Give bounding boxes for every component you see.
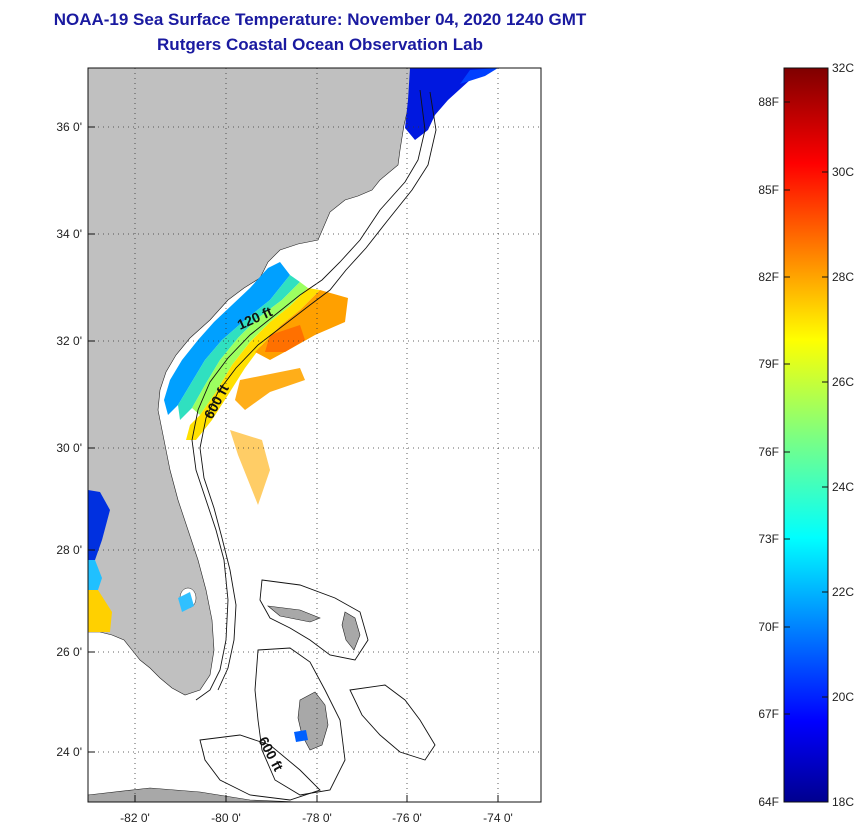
sst-florida-west-cyan	[88, 560, 102, 590]
land-cuba	[88, 787, 301, 802]
map-subtitle: Rutgers Coastal Ocean Observation Lab	[157, 35, 483, 54]
sst-carolina-nearshore	[164, 262, 290, 415]
colorbar-f-79: 79F	[758, 357, 779, 371]
lon-label-76: -76 0'	[392, 811, 422, 825]
sst-chesapeake-cold	[405, 68, 498, 140]
colorbar-f-70: 70F	[758, 620, 779, 634]
colorbar-f-73: 73F	[758, 532, 779, 546]
colorbar-f-76: 76F	[758, 445, 779, 459]
colorbar-f-88: 88F	[758, 95, 779, 109]
sst-carolina-mid	[178, 275, 300, 420]
colorbar-f-67: 67F	[758, 707, 779, 721]
bathymetry-contours	[191, 89, 437, 801]
colorbar-f-85: 85F	[758, 183, 779, 197]
colorbar-c-18: 18C	[832, 795, 854, 809]
lat-label-28: 28 0'	[56, 543, 82, 557]
lon-label-80: -80 0'	[211, 811, 241, 825]
land-us-mainland	[88, 68, 415, 696]
contour-bahamas-3	[349, 684, 436, 761]
contour-120ft	[191, 89, 426, 701]
sst-data-layer	[88, 68, 498, 742]
lat-label-30: 30 0'	[56, 441, 82, 455]
map-gridlines	[88, 68, 541, 802]
colorbar-f-82: 82F	[758, 270, 779, 284]
lat-label-32: 32 0'	[56, 334, 82, 348]
sst-offshore-scatter	[230, 430, 270, 505]
sst-bahamas-blue	[294, 730, 308, 742]
sst-florida-west-blue	[88, 490, 110, 560]
colorbar-c-24: 24C	[832, 480, 854, 494]
colorbar-c-28: 28C	[832, 270, 854, 284]
sst-offshore-patch	[235, 368, 305, 410]
colorbar-c-20: 20C	[832, 690, 854, 704]
land-bahamas-abaco	[341, 611, 361, 651]
colorbar-f-64: 64F	[758, 795, 779, 809]
contour-bahamas-4	[199, 734, 321, 801]
lat-label-24: 24 0'	[56, 745, 82, 759]
map-frame	[87, 67, 542, 803]
colorbar-c-32: 32C	[832, 61, 854, 75]
lat-label-36: 36 0'	[56, 120, 82, 134]
sst-shelf-green	[192, 282, 308, 415]
contour-bahamas-2	[254, 647, 346, 796]
sst-gulfstream-core	[265, 325, 305, 352]
map-title: NOAA-19 Sea Surface Temperature: Novembe…	[53, 10, 587, 29]
sst-chesapeake-edge	[460, 68, 498, 84]
sst-shelf-yellow	[186, 288, 320, 440]
colorbar	[783, 67, 829, 803]
lon-label-74: -74 0'	[483, 811, 513, 825]
contour-bahamas-1	[259, 579, 369, 661]
contour-600ft	[199, 91, 437, 691]
colorbar-c-26: 26C	[832, 375, 854, 389]
colorbar-c-30: 30C	[832, 165, 854, 179]
land-bahamas-grandbahama	[267, 605, 321, 623]
colorbar-ticks	[784, 101, 828, 715]
lat-label-26: 26 0'	[56, 645, 82, 659]
lon-label-82: -82 0'	[120, 811, 150, 825]
lon-label-78: -78 0'	[302, 811, 332, 825]
sst-florida-west-yellow	[88, 590, 112, 632]
map-ticks	[88, 126, 499, 802]
sst-fl-east-cyan	[178, 592, 194, 612]
colorbar-c-22: 22C	[832, 585, 854, 599]
lat-label-34: 34 0'	[56, 227, 82, 241]
